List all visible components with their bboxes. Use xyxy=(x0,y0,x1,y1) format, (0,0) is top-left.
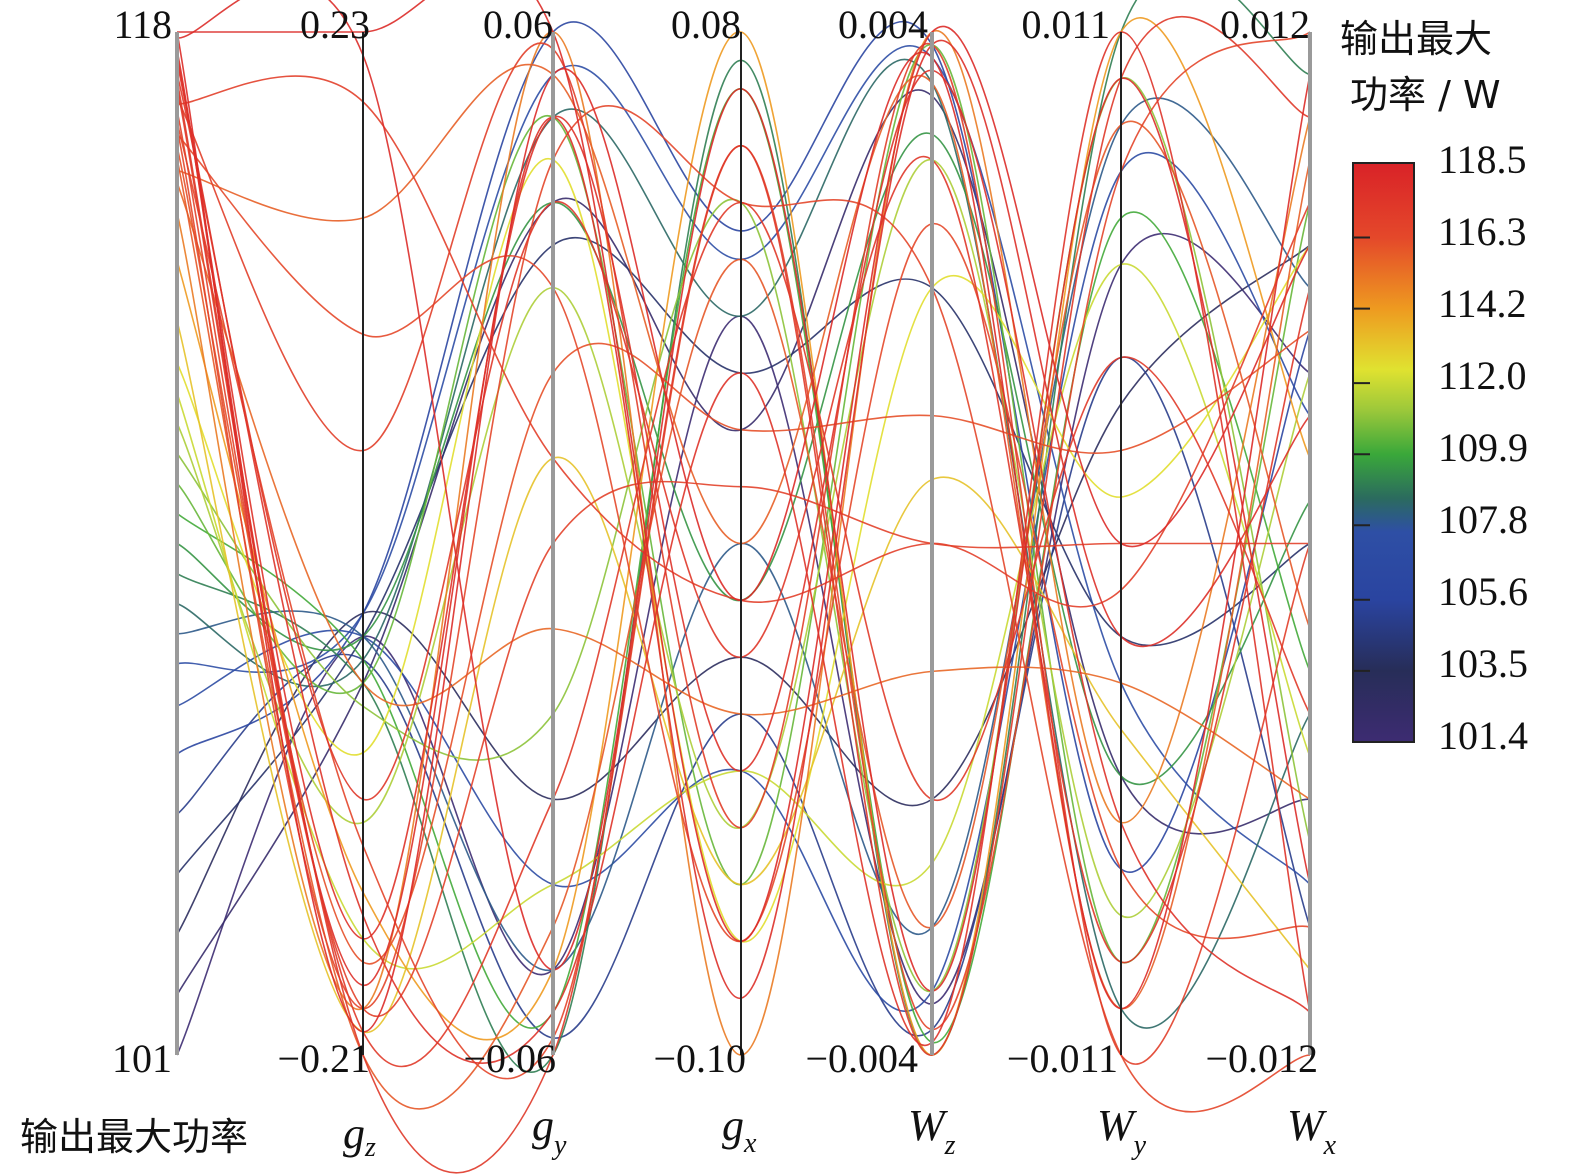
data-line xyxy=(176,73,1311,963)
axis-name: Wz xyxy=(908,1101,956,1161)
data-line xyxy=(176,151,1311,1012)
axis-max-label: 0.011 xyxy=(1021,2,1110,47)
data-line xyxy=(176,88,1311,1044)
colorbar-title: 输出最大 xyxy=(1340,17,1492,61)
data-line xyxy=(176,244,1311,936)
data-line xyxy=(176,236,1311,875)
colorbar-tick-label: 118.5 xyxy=(1438,137,1527,182)
axis-max-label: 0.004 xyxy=(838,2,928,47)
data-line xyxy=(176,105,1311,1113)
data-line xyxy=(176,31,1311,1065)
axis-min-label: −0.012 xyxy=(1205,1036,1318,1081)
axis-name: Wx xyxy=(1287,1101,1337,1161)
axis-max-label: 118 xyxy=(113,2,172,47)
axis-min-label: −0.06 xyxy=(463,1036,556,1081)
colorbar-tick-label: 107.8 xyxy=(1438,497,1528,542)
data-line xyxy=(176,232,1311,1056)
data-line xyxy=(176,75,1311,608)
axis-min-label: −0.004 xyxy=(805,1036,918,1081)
axis-min-label: 101 xyxy=(112,1036,172,1081)
colorbar-labels: 118.5 116.3 114.2 112.0 109.9 107.8 105.… xyxy=(1438,137,1528,758)
axes xyxy=(175,32,1312,1055)
data-line xyxy=(176,146,1311,965)
data-line xyxy=(176,89,1311,996)
axis-name: gz xyxy=(343,1109,376,1163)
axis-max-label: 0.012 xyxy=(1220,2,1310,47)
axis-name: Wy xyxy=(1097,1101,1147,1161)
data-line xyxy=(176,356,1311,1039)
data-lines xyxy=(176,0,1311,1174)
axis-name: gy xyxy=(532,1101,567,1161)
axis-name: gx xyxy=(722,1101,757,1159)
data-line xyxy=(176,86,1311,1068)
data-line xyxy=(176,55,1311,1013)
colorbar xyxy=(1352,162,1415,743)
colorbar-tick-label: 109.9 xyxy=(1438,425,1528,470)
colorbar-tick-label: 103.5 xyxy=(1438,641,1528,686)
axis-name: 输出最大功率 xyxy=(20,1115,248,1159)
data-line xyxy=(176,77,1311,992)
data-line xyxy=(176,120,1311,1110)
axis-max-label: 0.06 xyxy=(483,2,553,47)
axis-max-label: 0.08 xyxy=(671,2,741,47)
data-line xyxy=(176,97,1311,971)
colorbar-tick-label: 116.3 xyxy=(1438,209,1527,254)
axis-max-label: 0.23 xyxy=(300,2,370,47)
colorbar-tick-label: 112.0 xyxy=(1438,353,1527,398)
data-line xyxy=(176,158,1311,943)
data-line xyxy=(176,0,1311,943)
data-line xyxy=(176,30,1311,1056)
colorbar-title: 功率 / W xyxy=(1350,73,1501,117)
data-line xyxy=(176,45,1311,886)
data-line xyxy=(176,0,1311,992)
data-line xyxy=(176,21,1311,873)
colorbar-tick-label: 101.4 xyxy=(1438,713,1528,758)
axis-min-label: −0.011 xyxy=(1007,1036,1118,1081)
data-line xyxy=(176,31,1311,1033)
data-line xyxy=(176,110,1310,1018)
data-line xyxy=(176,43,1311,964)
data-line xyxy=(176,39,1311,999)
data-line xyxy=(176,15,1311,1174)
colorbar-tick-label: 114.2 xyxy=(1438,281,1527,326)
axis-min-label: −0.21 xyxy=(277,1036,370,1081)
data-line xyxy=(176,0,1311,1073)
axis-min-label: −0.10 xyxy=(653,1036,746,1081)
colorbar-ticks xyxy=(1353,236,1370,672)
data-line xyxy=(176,17,1311,1056)
data-line xyxy=(176,64,1311,1010)
colorbar-tick-label: 105.6 xyxy=(1438,569,1528,614)
data-line xyxy=(176,263,1311,970)
data-line xyxy=(176,182,1311,800)
